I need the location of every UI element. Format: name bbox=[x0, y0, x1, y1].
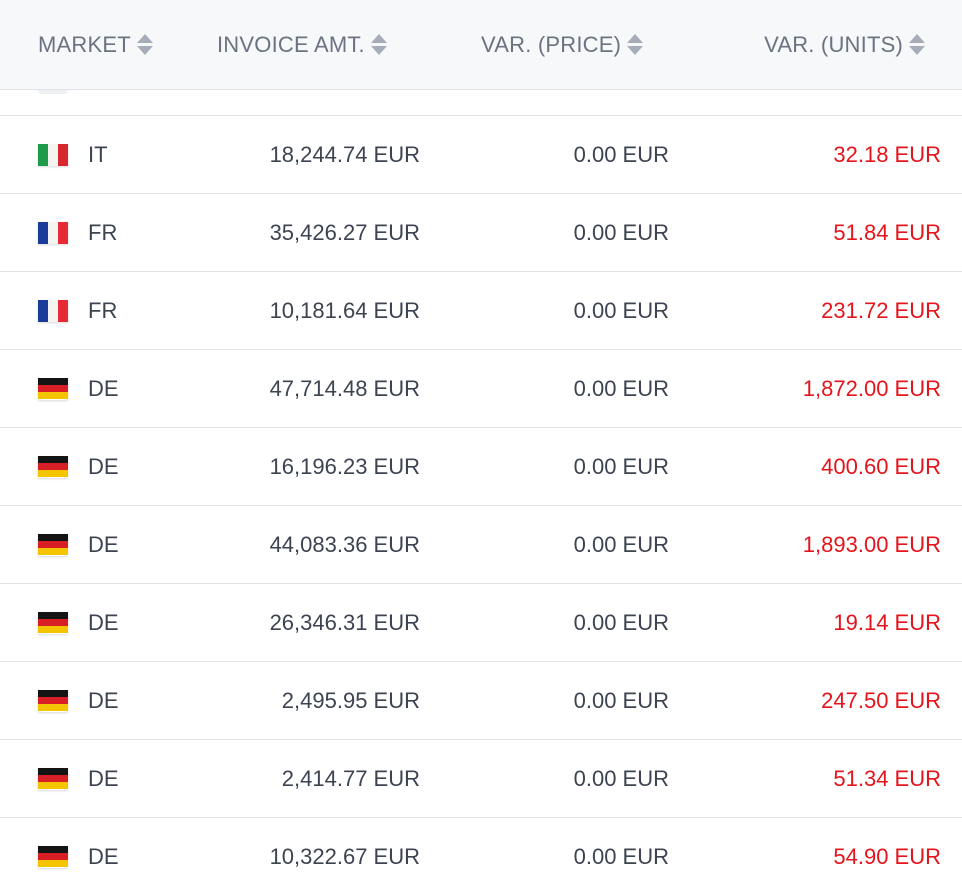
sort-icon[interactable] bbox=[370, 33, 388, 57]
var-price-cell: 0.00 EUR bbox=[573, 765, 669, 791]
column-header-invoice-amount[interactable]: INVOICE AMT. bbox=[217, 0, 388, 90]
table-row[interactable]: FR 35,426.27 EUR 0.00 EUR 51.84 EUR bbox=[0, 194, 962, 272]
market-flag-cell bbox=[38, 194, 68, 271]
market-cell: DE bbox=[88, 687, 119, 713]
de-flag-icon bbox=[38, 611, 68, 634]
table-row[interactable]: IT 18,244.74 EUR 0.00 EUR 32.18 EUR bbox=[0, 116, 962, 194]
var-price-cell: 0.00 EUR bbox=[573, 453, 669, 479]
invoice-amount-cell: 18,244.74 EUR bbox=[269, 141, 420, 167]
sort-icon[interactable] bbox=[136, 33, 154, 57]
var-units-cell: 400.60 EUR bbox=[821, 453, 941, 479]
column-header-var-units[interactable]: VAR. (UNITS) bbox=[764, 0, 926, 90]
market-flag-cell bbox=[38, 428, 68, 505]
market-cell: FR bbox=[88, 297, 118, 323]
var-price-cell: 0.00 EUR bbox=[573, 609, 669, 635]
invoice-amount-cell: 2,414.77 EUR bbox=[281, 765, 420, 791]
table-row[interactable]: FR 10,181.64 EUR 0.00 EUR 231.72 EUR bbox=[0, 272, 962, 350]
column-header-var-units-label: VAR. (UNITS) bbox=[764, 32, 903, 57]
table-row[interactable]: DE 47,714.48 EUR 0.00 EUR 1,872.00 EUR bbox=[0, 350, 962, 428]
flag-icon bbox=[38, 90, 68, 94]
var-units-cell: 1,893.00 EUR bbox=[802, 531, 941, 557]
de-flag-icon bbox=[38, 845, 68, 868]
market-cell: FR bbox=[88, 219, 118, 245]
table-body: IT 18,244.74 EUR 0.00 EUR 32.18 EUR FR 35,426… bbox=[0, 116, 962, 896]
market-flag-cell bbox=[38, 584, 68, 661]
table-row[interactable]: DE 2,414.77 EUR 0.00 EUR 51.34 EUR bbox=[0, 740, 962, 818]
market-cell: DE bbox=[88, 375, 119, 401]
column-header-market-label: MARKET bbox=[38, 32, 131, 57]
table-row[interactable]: DE 10,322.67 EUR 0.00 EUR 54.90 EUR bbox=[0, 818, 962, 896]
invoice-amount-cell: 26,346.31 EUR bbox=[269, 609, 420, 635]
var-units-cell: 51.84 EUR bbox=[833, 219, 941, 245]
var-units-cell: 32.18 EUR bbox=[833, 141, 941, 167]
market-flag-cell bbox=[38, 662, 68, 739]
table-header: MARKET INVOICE AMT. VAR. (PRICE) VAR. (U… bbox=[0, 0, 962, 90]
var-price-cell: 0.00 EUR bbox=[573, 375, 669, 401]
column-header-market[interactable]: MARKET bbox=[38, 0, 154, 90]
var-units-cell: 1,872.00 EUR bbox=[802, 375, 941, 401]
market-cell: DE bbox=[88, 765, 119, 791]
var-units-cell: 51.34 EUR bbox=[833, 765, 941, 791]
market-flag-cell bbox=[38, 506, 68, 583]
var-units-cell: 54.90 EUR bbox=[833, 843, 941, 869]
it-flag-icon bbox=[38, 143, 68, 166]
de-flag-icon bbox=[38, 533, 68, 556]
table-row-partial bbox=[0, 90, 962, 116]
var-units-cell: 247.50 EUR bbox=[821, 687, 941, 713]
table-row[interactable]: DE 2,495.95 EUR 0.00 EUR 247.50 EUR bbox=[0, 662, 962, 740]
market-flag-cell bbox=[38, 818, 68, 895]
market-cell: DE bbox=[88, 453, 119, 479]
var-price-cell: 0.00 EUR bbox=[573, 141, 669, 167]
invoice-amount-cell: 44,083.36 EUR bbox=[269, 531, 420, 557]
var-units-cell: 231.72 EUR bbox=[821, 297, 941, 323]
market-flag-cell bbox=[38, 740, 68, 817]
de-flag-icon bbox=[38, 767, 68, 790]
column-header-var-price-label: VAR. (PRICE) bbox=[481, 32, 622, 57]
column-header-invoice-label: INVOICE AMT. bbox=[217, 32, 365, 57]
invoice-amount-cell: 47,714.48 EUR bbox=[269, 375, 420, 401]
table-row[interactable]: DE 44,083.36 EUR 0.00 EUR 1,893.00 EUR bbox=[0, 506, 962, 584]
invoice-amount-cell: 35,426.27 EUR bbox=[269, 219, 420, 245]
var-price-cell: 0.00 EUR bbox=[573, 531, 669, 557]
market-flag-cell bbox=[38, 272, 68, 349]
sort-icon[interactable] bbox=[908, 33, 926, 57]
var-units-cell: 19.14 EUR bbox=[833, 609, 941, 635]
de-flag-icon bbox=[38, 689, 68, 712]
var-price-cell: 0.00 EUR bbox=[573, 219, 669, 245]
market-cell: DE bbox=[88, 609, 119, 635]
market-cell: DE bbox=[88, 531, 119, 557]
market-cell: IT bbox=[88, 141, 108, 167]
var-price-cell: 0.00 EUR bbox=[573, 297, 669, 323]
table-row[interactable]: DE 16,196.23 EUR 0.00 EUR 400.60 EUR bbox=[0, 428, 962, 506]
table-row[interactable]: DE 26,346.31 EUR 0.00 EUR 19.14 EUR bbox=[0, 584, 962, 662]
var-price-cell: 0.00 EUR bbox=[573, 843, 669, 869]
market-flag-cell bbox=[38, 116, 68, 193]
fr-flag-icon bbox=[38, 299, 68, 322]
var-price-cell: 0.00 EUR bbox=[573, 687, 669, 713]
de-flag-icon bbox=[38, 377, 68, 400]
fr-flag-icon bbox=[38, 221, 68, 244]
invoice-amount-cell: 16,196.23 EUR bbox=[269, 453, 420, 479]
invoice-amount-cell: 10,322.67 EUR bbox=[269, 843, 420, 869]
de-flag-icon bbox=[38, 455, 68, 478]
market-flag-cell bbox=[38, 350, 68, 427]
sort-icon[interactable] bbox=[626, 33, 644, 57]
market-cell: DE bbox=[88, 843, 119, 869]
invoice-amount-cell: 2,495.95 EUR bbox=[281, 687, 420, 713]
column-header-var-price[interactable]: VAR. (PRICE) bbox=[481, 0, 644, 90]
invoice-amount-cell: 10,181.64 EUR bbox=[269, 297, 420, 323]
